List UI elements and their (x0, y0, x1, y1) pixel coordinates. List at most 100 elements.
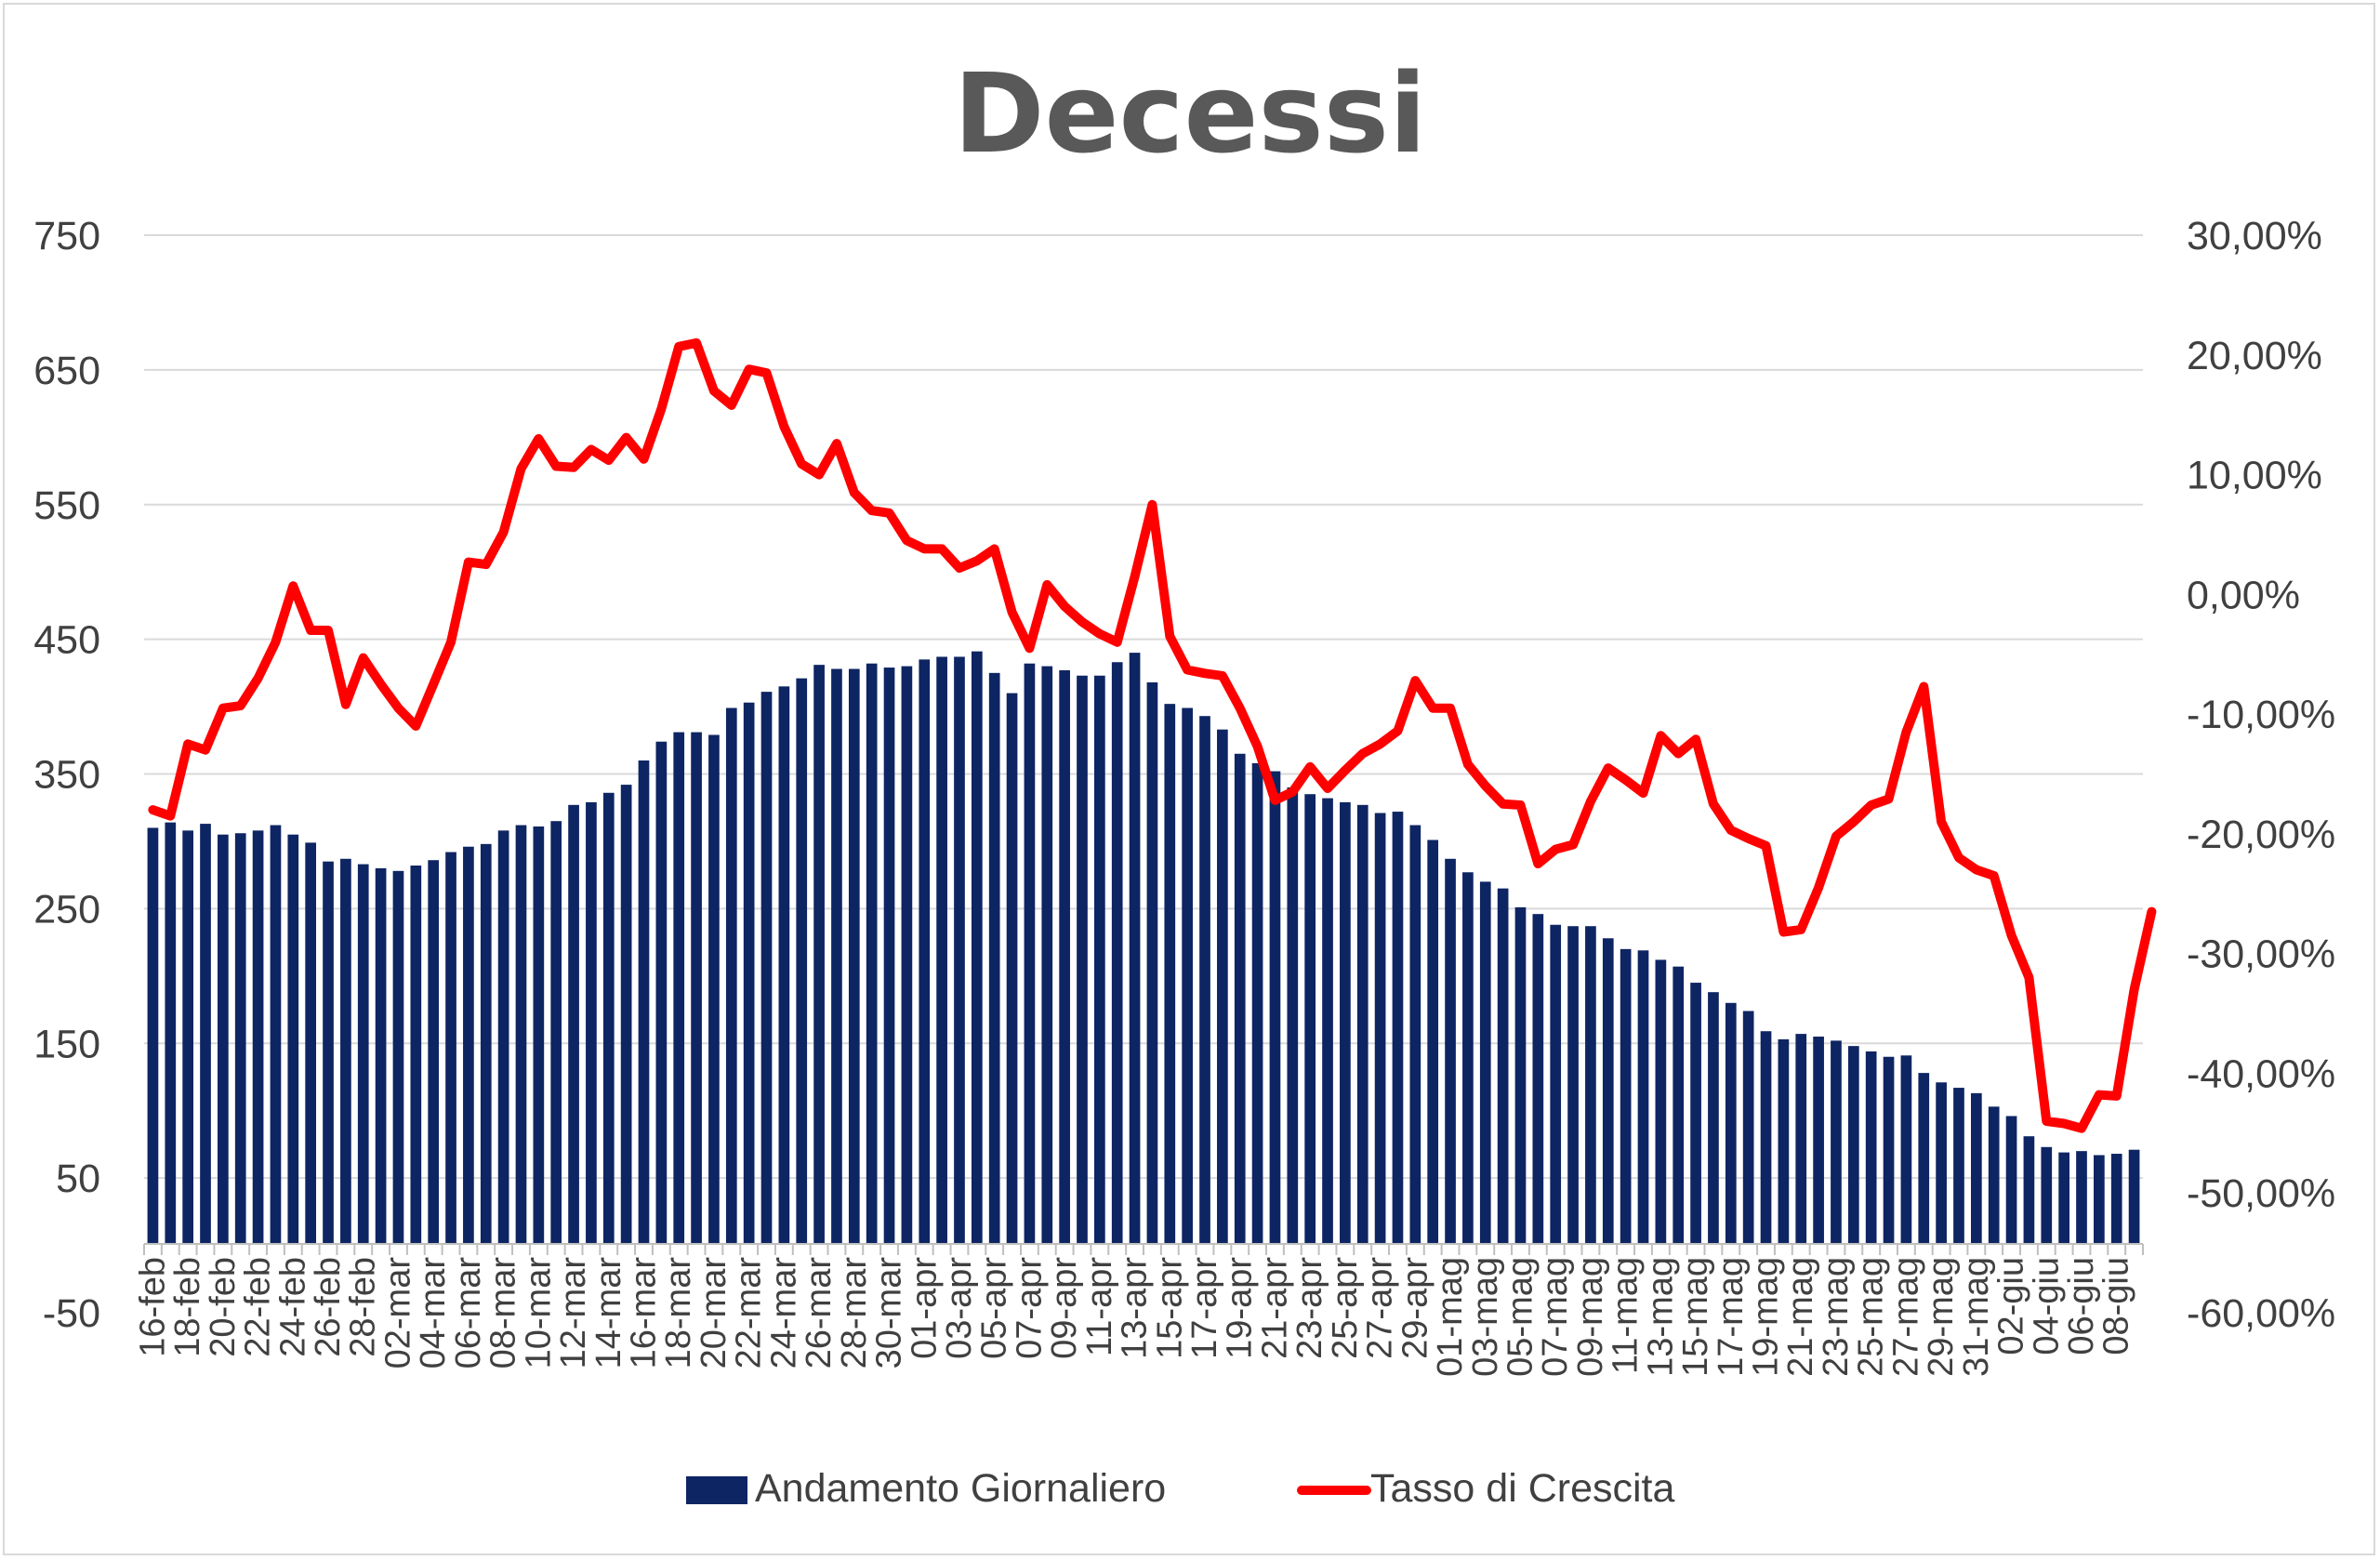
x-tick-label: 25-mag (1852, 1257, 1891, 1377)
bar (428, 860, 440, 1244)
x-tick-label: 16-feb (133, 1257, 172, 1357)
bar (1567, 926, 1579, 1244)
bar (1111, 662, 1123, 1244)
bar (1059, 669, 1070, 1244)
bar (1532, 914, 1544, 1244)
right-y-tick-label: -30,00% (2187, 932, 2335, 977)
bar (813, 665, 825, 1244)
bar (691, 732, 702, 1244)
x-tick-label: 04-giu (2027, 1257, 2066, 1355)
bar (1164, 704, 1176, 1244)
x-tick-label: 17-mag (1712, 1257, 1751, 1377)
bar (1322, 798, 1333, 1244)
bar (901, 666, 913, 1244)
x-tick-label: 26-mar (800, 1257, 839, 1369)
bar (760, 692, 773, 1244)
x-tick-label: 28-feb (344, 1257, 383, 1357)
bar (1182, 707, 1193, 1244)
x-tick-label: 09-mag (1571, 1257, 1610, 1377)
bar (1479, 881, 1491, 1244)
bar (919, 659, 931, 1244)
bar (1304, 794, 1316, 1244)
bar (831, 668, 842, 1244)
right-y-tick-label: 30,00% (2187, 214, 2322, 258)
bar (1918, 1073, 1930, 1244)
bar (743, 702, 755, 1244)
x-tick-label: 11-apr (1080, 1257, 1119, 1356)
x-tick-label: 13-mag (1641, 1257, 1680, 1377)
bar (673, 732, 685, 1244)
bar (252, 830, 264, 1244)
x-tick-label: 06-mar (449, 1257, 488, 1369)
bar (1077, 675, 1088, 1244)
x-tick-label: 10-mar (519, 1257, 558, 1369)
bar (883, 668, 895, 1244)
bar (480, 843, 492, 1244)
x-tick-label: 02-mar (378, 1257, 417, 1369)
left-y-tick-label: 550 (33, 483, 100, 528)
bar (533, 826, 545, 1244)
bar (1409, 825, 1421, 1244)
bar (1392, 812, 1404, 1244)
bar (1445, 858, 1456, 1244)
bar (1673, 966, 1685, 1244)
x-tick-label: 03-apr (940, 1257, 979, 1359)
bar (655, 741, 668, 1244)
bar (182, 830, 193, 1244)
bar (2023, 1136, 2035, 1244)
bar (2005, 1116, 2017, 1244)
line-series (148, 337, 2157, 1133)
left-y-tick-label: 150 (33, 1022, 100, 1066)
bar (1865, 1051, 1877, 1244)
x-tick-label: 24-mar (764, 1257, 803, 1369)
right-y-tick-label: 10,00% (2187, 454, 2322, 498)
bar (147, 827, 159, 1244)
bar (375, 867, 387, 1244)
bar (1637, 950, 1649, 1244)
bar (1129, 653, 1141, 1244)
bar (287, 834, 299, 1244)
x-tick-label: 31-mag (1957, 1257, 1996, 1377)
x-tick-label: 23-apr (1290, 1257, 1329, 1359)
bar (866, 663, 878, 1244)
x-tick-label: 27-mag (1886, 1257, 1925, 1377)
bar (988, 672, 1000, 1244)
right-y-tick-label: -20,00% (2187, 813, 2335, 857)
bar (1374, 813, 1386, 1244)
bar (2058, 1152, 2069, 1244)
bar (1462, 872, 1474, 1244)
bar (165, 822, 177, 1244)
x-tick-label: 18-mar (659, 1257, 698, 1369)
left-y-tick-label: -50 (43, 1291, 100, 1336)
bar (2094, 1155, 2105, 1244)
x-tick-label: 16-mar (625, 1257, 664, 1369)
bar (1970, 1092, 1982, 1244)
x-tick-label: 13-apr (1116, 1257, 1155, 1359)
x-tick-label: 14-mar (589, 1257, 628, 1369)
chart-frame (3, 3, 2375, 1555)
x-tick-label: 05-mag (1501, 1257, 1540, 1377)
bar (1602, 938, 1614, 1244)
x-tick-label: 20-mar (694, 1257, 734, 1369)
x-tick-label: 21-mag (1781, 1257, 1820, 1377)
x-tick-label: 23-mag (1817, 1257, 1856, 1377)
bar (218, 834, 229, 1244)
x-tick-label: 01-apr (905, 1257, 944, 1359)
x-tick-label: 05-apr (975, 1257, 1014, 1359)
x-tick-label: 29-mag (1922, 1257, 1961, 1377)
bar (1883, 1056, 1895, 1244)
bar (515, 825, 527, 1244)
bar (848, 668, 860, 1244)
bar (323, 861, 334, 1244)
bar (550, 821, 562, 1244)
bar (778, 686, 790, 1244)
grid-lines (144, 234, 2143, 1180)
bar (568, 804, 579, 1244)
bar (357, 864, 369, 1244)
left-y-tick-label: 50 (56, 1157, 100, 1201)
bar (1778, 1038, 1790, 1244)
bar (1146, 681, 1158, 1244)
left-y-tick-label: 350 (33, 753, 100, 798)
bar (602, 792, 615, 1244)
